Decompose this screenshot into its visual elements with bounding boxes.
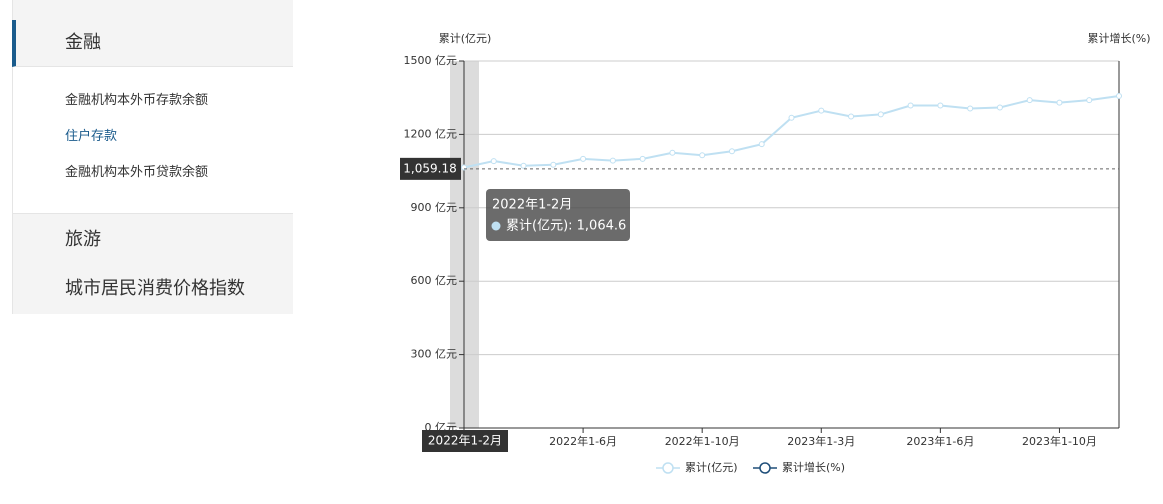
- point: [550, 161, 557, 168]
- point: [609, 157, 616, 164]
- x-tick-label: 2022年1-10月: [665, 434, 740, 448]
- x-tick-label: 2023年1-6月: [906, 434, 974, 448]
- x-tick-label: 2023年1-10月: [1022, 434, 1097, 448]
- legend-label: 累计增长(%): [782, 460, 845, 474]
- point: [669, 149, 676, 156]
- sidebar-top: [13, 0, 293, 20]
- point: [699, 152, 706, 159]
- sidebar: 金融 金融机构本外币存款余额 住户存款 金融机构本外币贷款余额 旅游 城市居民消…: [12, 0, 293, 314]
- point: [907, 102, 914, 109]
- point: [877, 111, 884, 118]
- y-axis-label: 累计(亿元): [439, 32, 492, 45]
- tooltip-dot: [491, 221, 501, 231]
- section-title[interactable]: 城市居民消费价格指数: [13, 264, 293, 314]
- section-title[interactable]: 旅游: [13, 214, 293, 264]
- point: [937, 102, 944, 109]
- y-tick-label: 1500 亿元: [404, 54, 458, 67]
- y2-axis-label: 累计增长(%): [1087, 31, 1150, 45]
- point: [1116, 92, 1122, 99]
- x-pointer-box: [422, 430, 508, 452]
- x-pointer-label: 2022年1-2月: [428, 434, 502, 448]
- point: [520, 162, 527, 169]
- menu-item[interactable]: 金融机构本外币存款余额: [65, 93, 209, 108]
- point: [967, 105, 974, 112]
- sub-menu: 金融机构本外币存款余额 住户存款 金融机构本外币贷款余额: [13, 67, 293, 214]
- series-line: [463, 94, 1120, 169]
- section-title[interactable]: 金融: [12, 20, 293, 67]
- axis-pointer-box: [400, 157, 461, 180]
- point: [758, 141, 765, 148]
- tooltip-text: 累计(亿元): 1,064.6: [506, 219, 626, 234]
- legend-symbol: [662, 462, 674, 474]
- point: [788, 114, 795, 121]
- menu-item[interactable]: 金融机构本外币贷款余额: [65, 165, 209, 180]
- point: [818, 107, 825, 114]
- legend-symbol: [759, 462, 771, 474]
- point: [1056, 99, 1063, 106]
- y-tick-label: 1200 亿元: [404, 127, 458, 140]
- x-tick-label: 2022年1-6月: [549, 434, 617, 448]
- axis-pointer-label: 1,059.18: [403, 161, 456, 175]
- point: [848, 113, 855, 120]
- point: [1026, 97, 1033, 104]
- legend-label: 累计(亿元): [685, 461, 738, 474]
- y-tick-label: 600 亿元: [411, 274, 458, 287]
- point: [580, 155, 587, 162]
- point: [1086, 97, 1093, 104]
- x-tick-label: 2023年1-3月: [787, 434, 855, 448]
- tooltip-title: 2022年1-2月: [492, 198, 572, 213]
- menu-item-active[interactable]: 住户存款: [65, 129, 118, 144]
- y-tick-label: 300 亿元: [411, 348, 458, 361]
- y-tick-label: 900 亿元: [411, 201, 458, 214]
- point: [639, 155, 646, 162]
- point: [996, 104, 1003, 111]
- point: [490, 158, 497, 165]
- point: [728, 148, 735, 155]
- tooltip: [486, 189, 630, 241]
